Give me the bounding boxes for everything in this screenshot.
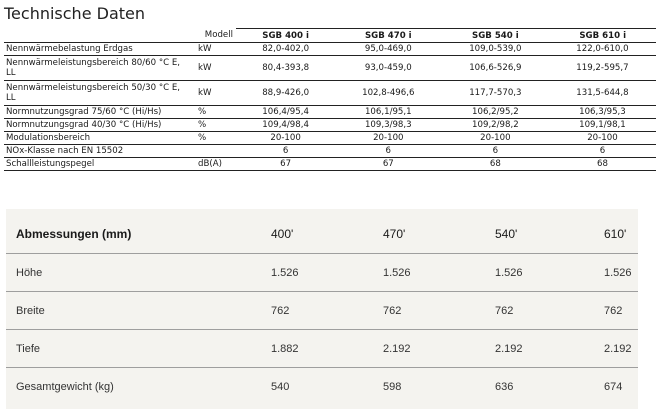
row-value: 540	[271, 381, 290, 393]
model-header: 540'	[495, 227, 518, 241]
table-row: Nennwärmeleistungsbereich 50/30 °C E, LL…	[4, 80, 656, 106]
table-row: Breite 762 762 762 762	[6, 291, 638, 329]
row-value: 67	[236, 157, 335, 171]
model-header: 610'	[604, 227, 627, 241]
model-header: 400'	[271, 227, 294, 241]
row-value: 109,2/98,2	[441, 118, 549, 132]
table-row: Schallleistungspegel dB(A) 67 67 68 68	[4, 157, 656, 171]
table-row: Normnutzungsgrad 40/30 °C (Hi/Hs) % 109,…	[4, 118, 656, 132]
row-value: 106,1/95,1	[334, 105, 442, 119]
dimensions-table: Abmessungen (mm) 400' 470' 540' 610' Höh…	[6, 209, 638, 409]
row-value: 2.192	[604, 343, 632, 355]
row-unit: %	[194, 105, 237, 119]
row-value: 762	[604, 305, 623, 317]
row-value: 95,0-469,0	[334, 42, 442, 56]
header-unit-cell: Modell	[194, 28, 237, 43]
row-value: 109,1/98,1	[548, 118, 656, 132]
row-label: Nennwärmeleistungsbereich 50/30 °C E, LL	[4, 80, 194, 106]
row-value: 117,7-570,3	[441, 80, 549, 106]
row-value: 6	[441, 144, 549, 158]
row-value: 2.192	[383, 343, 411, 355]
row-value: 131,5-644,8	[548, 80, 656, 106]
row-value: 6	[334, 144, 442, 158]
row-unit: dB(A)	[194, 157, 237, 171]
model-header: SGB 540 i	[441, 28, 549, 43]
table-row: Nennwärmebelastung Erdgas kW 82,0-402,0 …	[4, 42, 656, 56]
row-value: 102,8-496,6	[334, 80, 442, 106]
model-header: SGB 400 i	[235, 28, 335, 43]
row-value: 106,3/95,3	[548, 105, 656, 119]
row-value: 106,4/95,4	[236, 105, 335, 119]
row-label: Normnutzungsgrad 40/30 °C (Hi/Hs)	[4, 118, 194, 132]
row-value: 762	[271, 305, 290, 317]
technical-data-table: Modell SGB 400 i SGB 470 i SGB 540 i SGB…	[4, 28, 656, 171]
row-label: Nennwärmeleistungsbereich 80/60 °C E, LL	[4, 55, 194, 81]
row-value: 93,0-459,0	[334, 55, 442, 81]
table-row: Tiefe 1.882 2.192 2.192 2.192	[6, 329, 638, 367]
row-value: 1.882	[271, 343, 299, 355]
table-row: Normnutzungsgrad 75/60 °C (Hi/Hs) % 106,…	[4, 105, 656, 119]
row-value: 67	[334, 157, 442, 171]
row-value: 1.526	[495, 267, 523, 279]
row-value: 636	[495, 381, 514, 393]
table-row: Nennwärmeleistungsbereich 80/60 °C E, LL…	[4, 55, 656, 81]
dimensions-header-label: Abmessungen (mm)	[16, 227, 132, 241]
row-label: Nennwärmebelastung Erdgas	[4, 42, 194, 56]
row-value: 109,3/98,3	[334, 118, 442, 132]
row-value: 1.526	[383, 267, 411, 279]
row-value: 109,4/98,4	[236, 118, 335, 132]
row-value: 88,9-426,0	[236, 80, 335, 106]
row-label: Modulationsbereich	[4, 131, 194, 145]
page-title: Technische Daten	[4, 4, 146, 23]
row-label: Schallleistungspegel	[4, 157, 194, 171]
row-unit: kW	[194, 55, 237, 81]
row-label: Normnutzungsgrad 75/60 °C (Hi/Hs)	[4, 105, 194, 119]
header-label-cell	[4, 28, 194, 43]
row-value: 6	[236, 144, 335, 158]
model-header: SGB 470 i	[334, 28, 442, 43]
dimensions-header-row: Abmessungen (mm) 400' 470' 540' 610'	[6, 209, 638, 253]
row-value: 762	[495, 305, 514, 317]
table-header-row: Modell SGB 400 i SGB 470 i SGB 540 i SGB…	[4, 28, 656, 43]
row-value: 20-100	[548, 131, 656, 145]
row-value: 68	[441, 157, 549, 171]
row-value: 106,6-526,9	[441, 55, 549, 81]
row-value: 122,0-610,0	[548, 42, 656, 56]
row-value: 1.526	[604, 267, 632, 279]
row-value: 80,4-393,8	[236, 55, 335, 81]
row-unit: kW	[194, 80, 237, 106]
row-value: 106,2/95,2	[441, 105, 549, 119]
row-value: 20-100	[441, 131, 549, 145]
row-label: Gesamtgewicht (kg)	[16, 381, 114, 393]
row-label: NOx-Klasse nach EN 15502	[4, 144, 194, 158]
table-row: NOx-Klasse nach EN 15502 6 6 6 6	[4, 144, 656, 158]
row-value: 20-100	[334, 131, 442, 145]
row-value: 598	[383, 381, 402, 393]
model-header: 470'	[383, 227, 406, 241]
row-value: 6	[548, 144, 656, 158]
model-header: SGB 610 i	[548, 28, 656, 43]
row-unit: %	[194, 131, 237, 145]
table-row: Gesamtgewicht (kg) 540 598 636 674	[6, 367, 638, 405]
row-value: 1.526	[271, 267, 299, 279]
row-value: 82,0-402,0	[236, 42, 335, 56]
row-value: 2.192	[495, 343, 523, 355]
row-unit	[194, 144, 237, 158]
row-label: Breite	[16, 305, 45, 317]
row-unit: %	[194, 118, 237, 132]
row-unit: kW	[194, 42, 237, 56]
row-value: 119,2-595,7	[548, 55, 656, 81]
row-value: 762	[383, 305, 402, 317]
table-row: Modulationsbereich % 20-100 20-100 20-10…	[4, 131, 656, 145]
row-value: 674	[604, 381, 623, 393]
row-value: 109,0-539,0	[441, 42, 549, 56]
row-label: Tiefe	[16, 343, 41, 355]
row-value: 20-100	[236, 131, 335, 145]
table-row: Höhe 1.526 1.526 1.526 1.526	[6, 253, 638, 291]
row-label: Höhe	[16, 267, 43, 279]
row-value: 68	[548, 157, 656, 171]
